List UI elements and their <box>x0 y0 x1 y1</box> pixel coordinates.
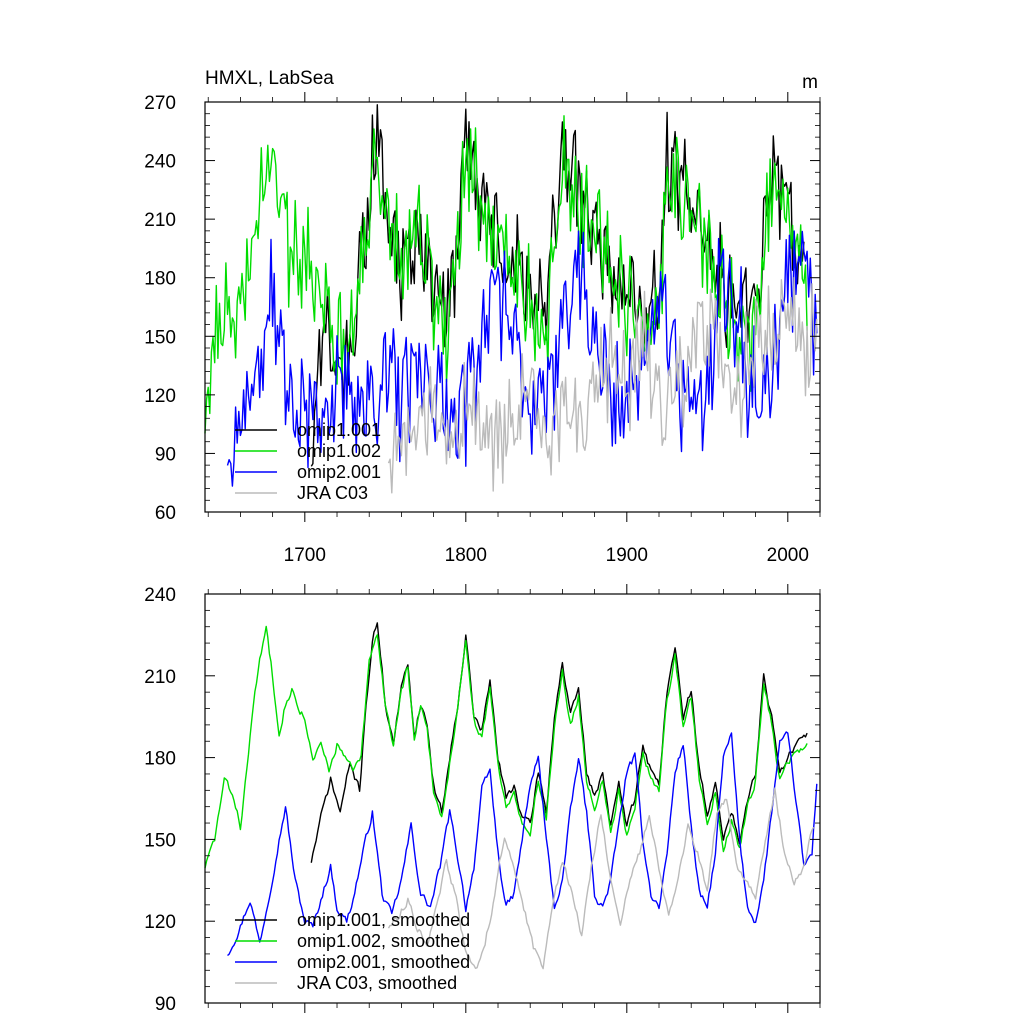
legend-label-0-0: omip1.001 <box>297 420 381 440</box>
y-tick-label-0-3: 150 <box>144 327 176 348</box>
y-tick-label-0-1: 90 <box>155 444 176 465</box>
plot-frame-1 <box>204 593 821 1004</box>
y-tick-label-1-4: 210 <box>144 667 176 688</box>
legend-label-1-1: omip1.002, smoothed <box>297 931 470 951</box>
y-tick-label-1-1: 120 <box>144 912 176 933</box>
y-tick-label-1-3: 180 <box>144 749 176 770</box>
y-tick-label-1-5: 240 <box>144 585 176 606</box>
y-tick-label-0-2: 120 <box>144 386 176 407</box>
legend-label-1-0: omip1.001, smoothed <box>297 910 470 930</box>
x-tick-label-0-1: 1800 <box>445 545 487 566</box>
y-tick-label-0-0: 60 <box>155 503 176 524</box>
y-tick-label-1-2: 150 <box>144 830 176 851</box>
series-line-1-1 <box>204 625 808 869</box>
series-line-0-3 <box>387 276 818 494</box>
y-tick-label-0-7: 270 <box>144 93 176 114</box>
series-line-1-3 <box>387 787 815 970</box>
y-tick-label-0-5: 210 <box>144 210 176 231</box>
legend-label-0-2: omip2.001 <box>297 462 381 482</box>
legend-label-0-3: JRA C03 <box>297 483 368 503</box>
series-line-0-2 <box>226 230 818 487</box>
x-tick-label-0-2: 1900 <box>606 545 648 566</box>
chart-units-0: m <box>802 72 818 93</box>
x-tick-label-0-0: 1700 <box>284 545 326 566</box>
legend-label-1-2: omip2.001, smoothed <box>297 952 470 972</box>
series-line-0-1 <box>204 115 808 434</box>
x-tick-label-0-3: 2000 <box>767 545 809 566</box>
legend-label-0-1: omip1.002 <box>297 441 381 461</box>
plot-frame-0 <box>204 101 821 513</box>
y-tick-label-0-6: 240 <box>144 152 176 173</box>
legend-label-1-3: JRA C03, smoothed <box>297 973 457 993</box>
y-tick-label-0-4: 180 <box>144 269 176 290</box>
y-tick-label-1-0: 90 <box>155 994 176 1015</box>
chart-title-0: HMXL, LabSea <box>205 68 334 89</box>
